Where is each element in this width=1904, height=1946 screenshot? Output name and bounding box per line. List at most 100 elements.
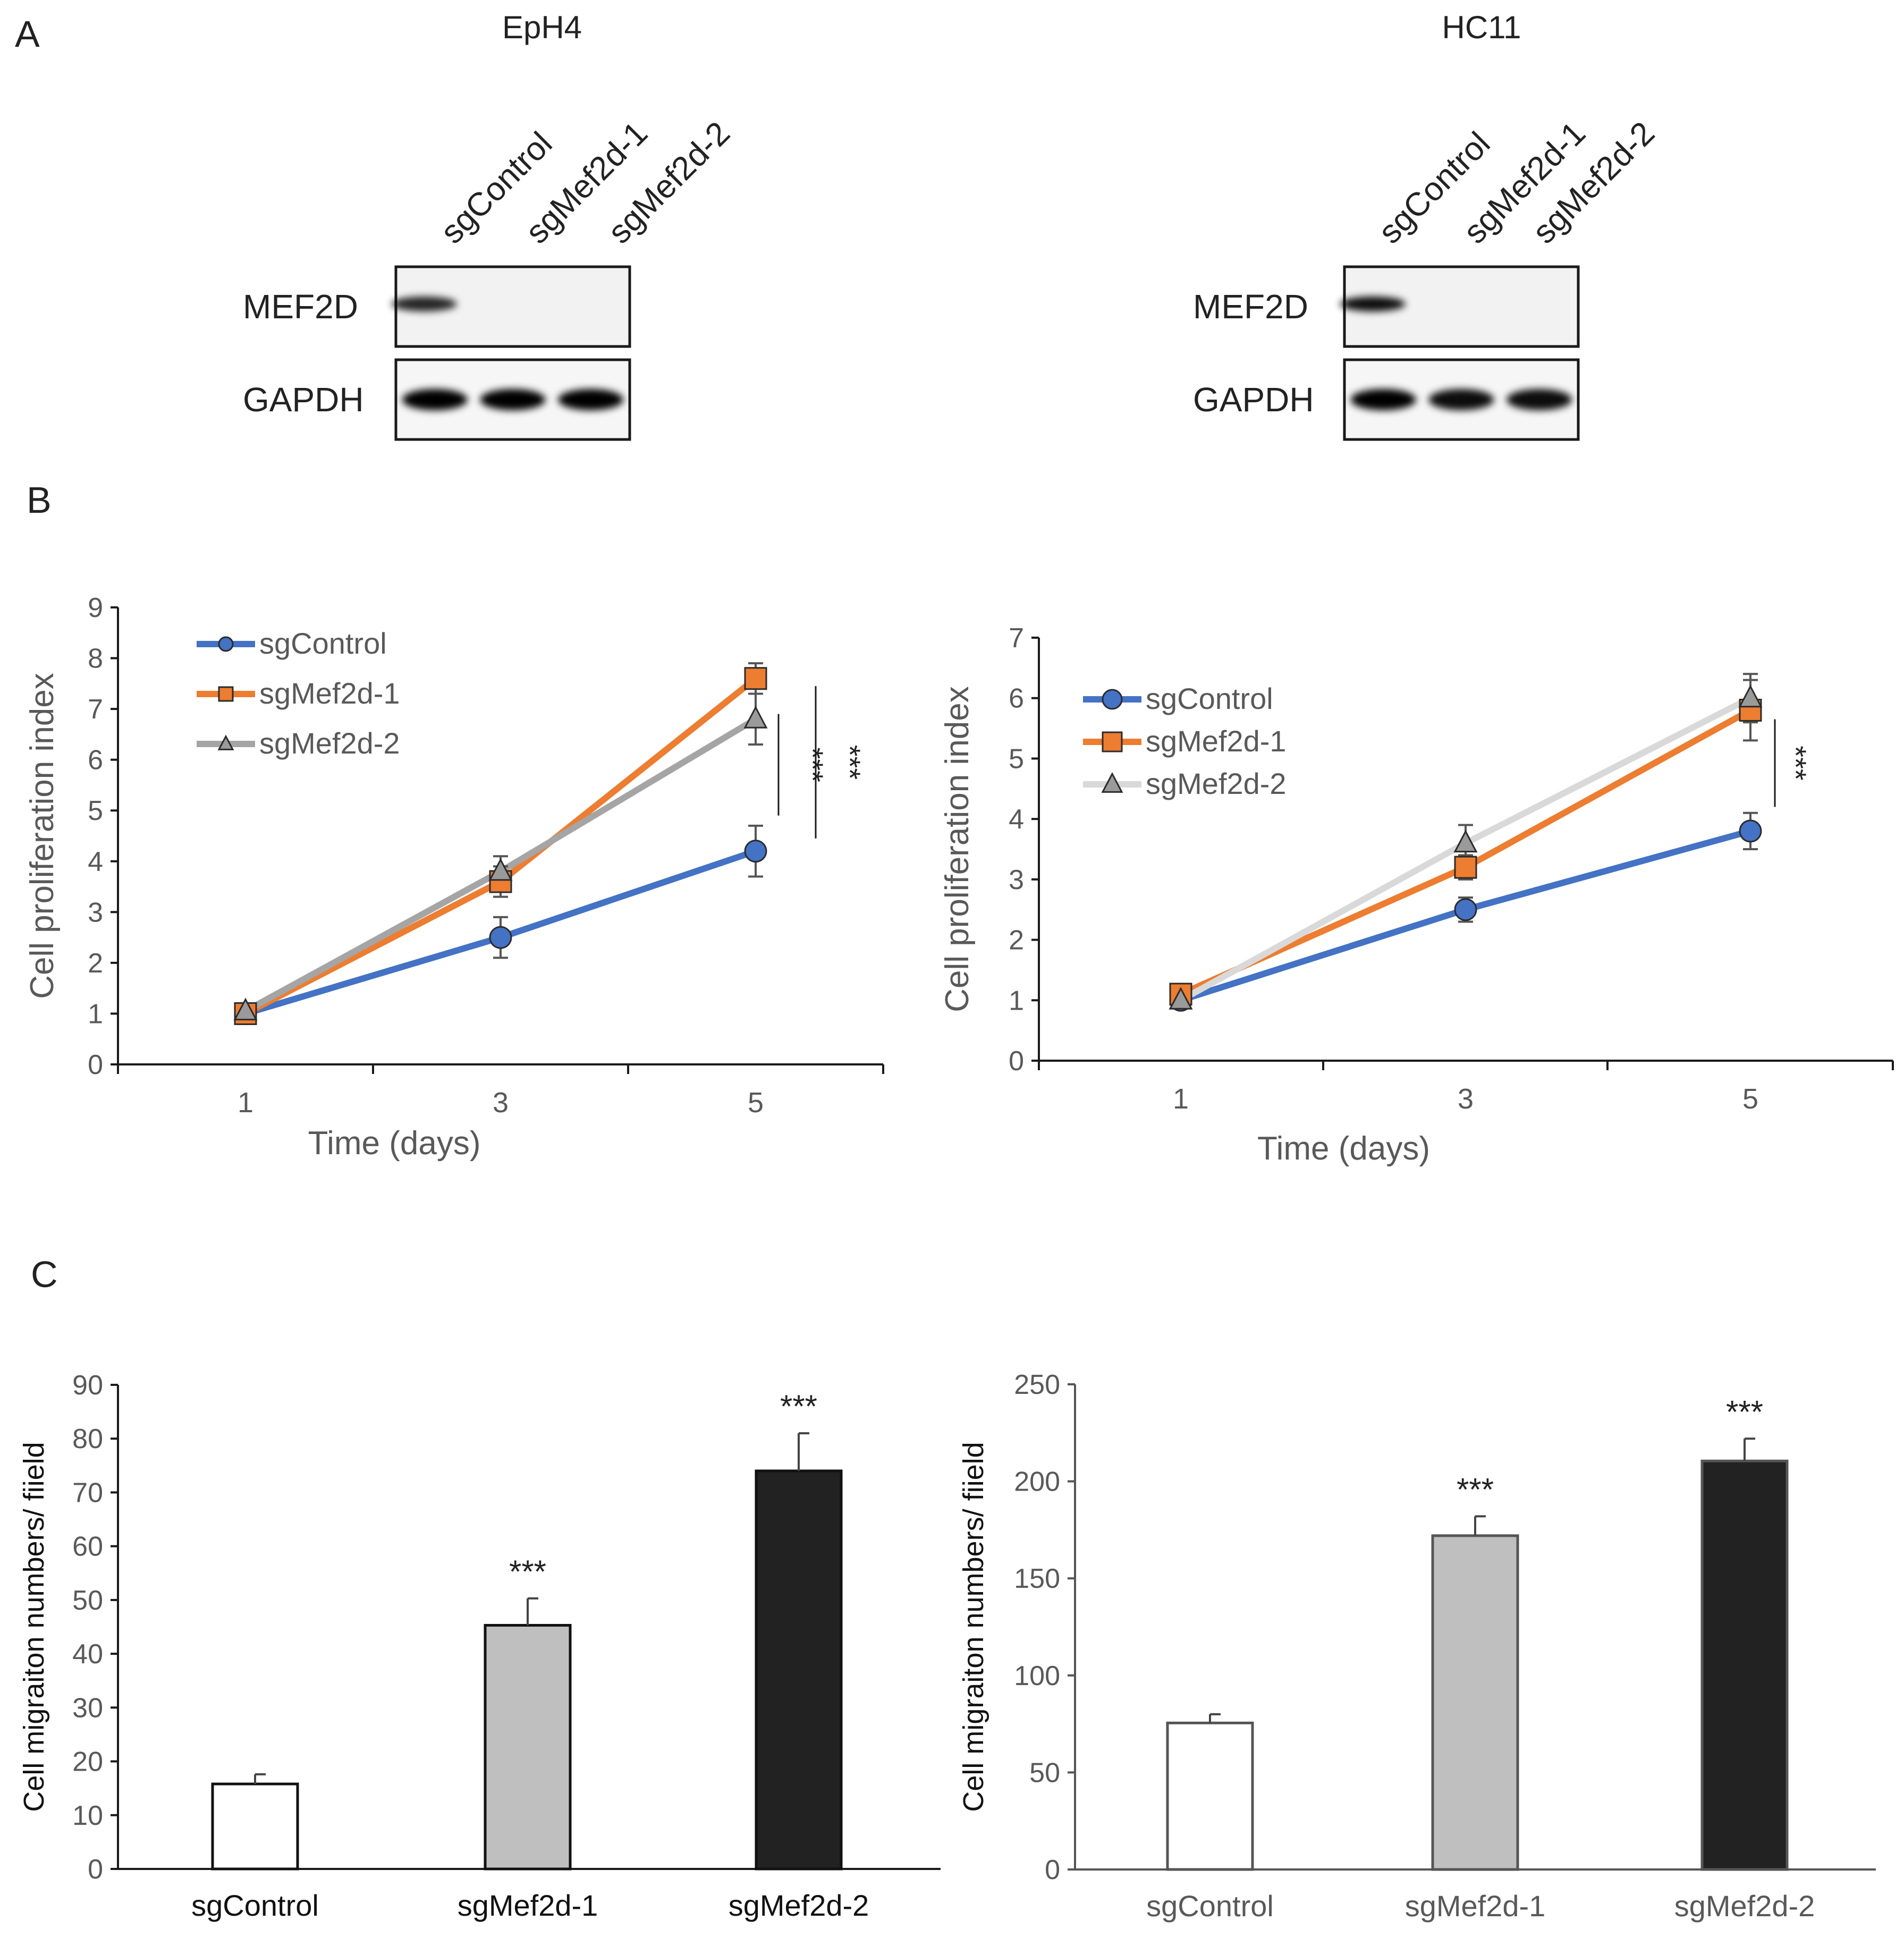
- y-tick-label: 5: [1009, 743, 1024, 774]
- y-tick-label: 250: [1014, 1369, 1060, 1400]
- data-point-triangle: [743, 706, 768, 729]
- y-tick-label: 7: [1009, 623, 1024, 654]
- data-point-triangle: [1101, 772, 1123, 793]
- y-tick-label: 0: [88, 1854, 103, 1885]
- bar: [1431, 1534, 1519, 1871]
- y-axis-title: Cell migraiton numbers/ fiield: [18, 1442, 50, 1812]
- data-point-triangle: [233, 997, 258, 1021]
- blot-band: [1428, 389, 1494, 410]
- blot-band: [558, 389, 624, 410]
- y-tick-label: 40: [72, 1639, 103, 1670]
- data-point-circle: [489, 926, 512, 949]
- y-tick-label: 0: [1045, 1855, 1060, 1885]
- y-tick-label: 6: [1009, 683, 1024, 714]
- blot-band: [402, 389, 468, 410]
- y-tick-label: 0: [1009, 1046, 1024, 1077]
- data-point-circle: [1454, 898, 1477, 921]
- x-tick-label: 5: [748, 1087, 764, 1119]
- significance-stars: ***: [780, 1389, 817, 1424]
- bar: [755, 1469, 843, 1871]
- bar: [1166, 1721, 1254, 1871]
- x-tick-label: 3: [493, 1087, 509, 1119]
- data-point-triangle: [1738, 684, 1763, 708]
- panel-label-a: A: [15, 13, 40, 55]
- blot-cell-line-title: EpH4: [502, 10, 582, 45]
- data-point-triangle: [1169, 987, 1193, 1010]
- significance-stars: ***: [1779, 746, 1813, 780]
- western-blot-eph4: EpH4sgControlsgMef2d-1sgMef2d-2MEF2DGAPD…: [243, 10, 737, 441]
- significance-stars: ***: [509, 1554, 546, 1589]
- data-point-triangle: [488, 858, 513, 881]
- legend-label: sgControl: [259, 627, 387, 660]
- data-point-square: [744, 667, 767, 690]
- blot-band: [391, 297, 457, 311]
- y-tick-label: 150: [1014, 1563, 1060, 1594]
- x-axis-title: Time (days): [1257, 1130, 1430, 1167]
- migration-chart-hc11: 0 50 100 150 200 250 Cell migraiton numbers/ f…: [958, 1369, 1876, 1923]
- y-tick-label: 60: [72, 1532, 103, 1562]
- y-axis-title: Cell migraiton numbers/ fiield: [958, 1442, 989, 1812]
- y-tick-label: 0: [88, 1050, 103, 1080]
- bar: [211, 1782, 299, 1871]
- legend-label: sgMef2d-2: [259, 726, 400, 760]
- blot-row-label: GAPDH: [1193, 380, 1314, 419]
- data-point-square: [218, 686, 234, 702]
- blot-row-label: MEF2D: [1193, 287, 1308, 326]
- y-tick-label: 3: [1009, 865, 1024, 895]
- blot-band: [480, 389, 546, 410]
- data-point-square: [1102, 731, 1123, 752]
- proliferation-chart-eph4: 0 1 2 3 4 5 6 7 8 9 1 3 5 Time (days) Cell proliferati…: [24, 593, 884, 1162]
- y-tick-label: 9: [88, 593, 103, 623]
- y-tick-label: 8: [88, 644, 103, 674]
- data-point-triangle: [217, 734, 234, 750]
- category-label: sgMef2d-1: [1405, 1889, 1546, 1923]
- legend-label: sgMef2d-1: [1146, 724, 1287, 758]
- y-tick-label: 4: [88, 847, 103, 877]
- y-tick-label: 100: [1014, 1661, 1060, 1691]
- y-tick-label: 1: [88, 999, 103, 1029]
- y-tick-label: 10: [72, 1800, 103, 1831]
- y-tick-label: 90: [72, 1370, 103, 1401]
- migration-chart-eph4: 0 10 20 30 40 50 60 70 80 90 Cell migraiton number…: [18, 1370, 941, 1922]
- blot-cell-line-title: HC11: [1442, 10, 1521, 45]
- y-axis-title: Cell proliferation index: [24, 673, 61, 999]
- y-tick-label: 2: [1009, 925, 1024, 956]
- blot-membrane: [394, 265, 631, 348]
- category-label: sgMef2d-1: [458, 1889, 598, 1922]
- category-label: sgControl: [1146, 1889, 1274, 1923]
- category-label: sgMef2d-2: [1674, 1889, 1815, 1923]
- significance-stars: ***: [1457, 1471, 1494, 1507]
- category-label: sgMef2d-2: [729, 1889, 869, 1922]
- blot-band: [1340, 297, 1406, 311]
- y-tick-label: 1: [1009, 985, 1024, 1016]
- y-tick-label: 50: [72, 1585, 103, 1616]
- y-tick-label: 2: [88, 948, 103, 979]
- blot-band: [1350, 389, 1416, 410]
- y-tick-label: 6: [88, 745, 103, 776]
- panel-label-b: B: [27, 479, 52, 521]
- x-tick-label: 1: [238, 1087, 253, 1119]
- significance-stars: ***: [1726, 1394, 1763, 1429]
- y-tick-label: 200: [1014, 1467, 1060, 1497]
- western-blot-hc11: HC11sgControlsgMef2d-1sgMef2d-2MEF2DGAPD…: [1193, 10, 1662, 441]
- significance-stars: ***: [833, 745, 867, 780]
- bar: [484, 1623, 572, 1871]
- category-label: sgControl: [191, 1889, 319, 1922]
- blot-row-label: GAPDH: [243, 380, 364, 419]
- data-point-circle: [1102, 689, 1123, 710]
- significance-stars: ***: [796, 748, 830, 782]
- blot-row-label: MEF2D: [243, 287, 358, 326]
- data-point-triangle: [1453, 830, 1478, 853]
- y-tick-label: 3: [88, 897, 103, 928]
- legend-label: sgMef2d-2: [1146, 767, 1287, 800]
- data-point-circle: [218, 636, 234, 652]
- y-tick-label: 30: [72, 1693, 103, 1723]
- legend-label: sgControl: [1146, 682, 1273, 715]
- x-tick-label: 3: [1458, 1083, 1474, 1115]
- y-tick-label: 5: [88, 796, 103, 826]
- proliferation-chart-hc11: 0 1 2 3 4 5 6 7 1 3 5 Time (days) Cell proliferation…: [939, 623, 1894, 1167]
- y-tick-label: 80: [72, 1424, 103, 1454]
- data-point-square: [1454, 856, 1477, 879]
- data-point-circle: [1739, 819, 1762, 843]
